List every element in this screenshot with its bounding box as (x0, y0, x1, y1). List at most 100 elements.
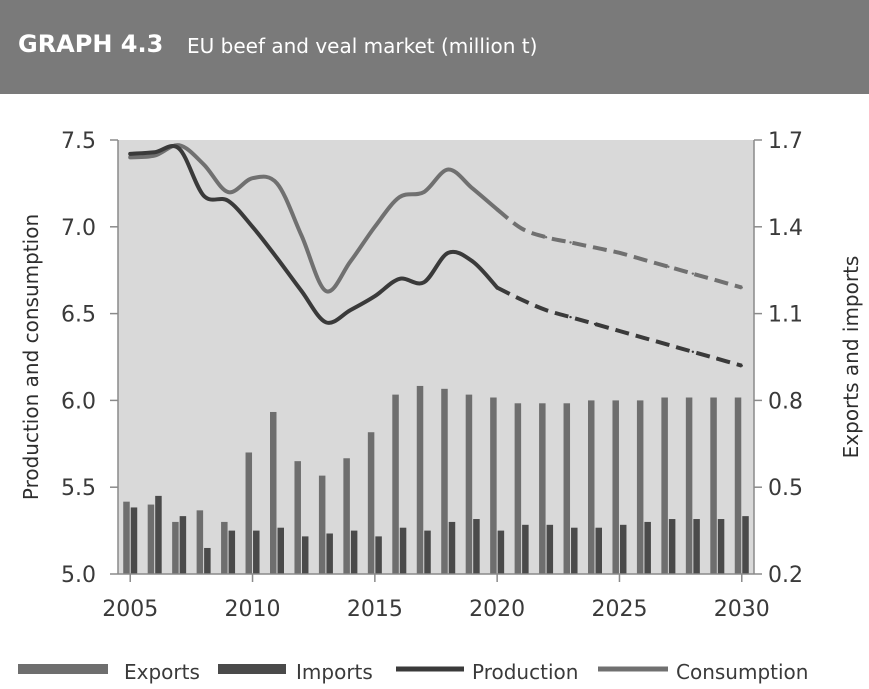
point-production-2012 (300, 289, 303, 293)
bar-imports-2023 (571, 527, 578, 574)
x-tick-label-2030: 2030 (714, 597, 770, 622)
bar-imports-2029 (717, 519, 725, 574)
bar-exports-2028 (685, 397, 693, 574)
point-production-2009 (226, 199, 230, 202)
point-consumption-2011 (275, 182, 279, 185)
bar-imports-2008 (204, 547, 211, 574)
y-right-tick-label-0.8: 0.8 (768, 389, 803, 414)
x-tick-label-2020: 2020 (469, 597, 525, 622)
bar-exports-2007 (172, 521, 179, 574)
bar-imports-2017 (424, 530, 431, 574)
legend-swatch-imports (218, 664, 286, 674)
point-production-2014 (349, 308, 352, 312)
bar-exports-2026 (636, 400, 644, 574)
legend-label-exports: Exports (124, 660, 200, 684)
line-consumption-historical (128, 143, 500, 294)
point-consumption-2028 (691, 272, 695, 275)
point-consumption-2018 (447, 168, 450, 171)
point-production-2028 (691, 350, 695, 353)
bar-exports-2013 (318, 475, 326, 574)
legend-swatch-exports (18, 664, 108, 674)
y-left-tick-label-7.5: 7.5 (61, 129, 96, 154)
point-consumption-2019 (471, 187, 474, 190)
bar-exports-2011 (270, 411, 277, 574)
y-left-axis-label: Production and consumption (19, 214, 43, 500)
point-consumption-2005 (129, 156, 132, 159)
bar-exports-2022 (539, 403, 546, 574)
point-production-2025 (618, 329, 621, 333)
point-consumption-2021 (520, 227, 523, 230)
point-consumption-2013 (324, 289, 328, 293)
point-consumption-2009 (226, 190, 230, 194)
y-right-tick-label-1.4: 1.4 (768, 216, 803, 241)
bar-exports-2021 (514, 403, 522, 574)
point-production-2013 (324, 321, 328, 324)
legend-label-production: Production (472, 660, 578, 684)
bar-exports-2010 (245, 452, 253, 574)
y-right-axis-label: Exports and imports (839, 256, 863, 459)
y-left-tick-label-6.0: 6.0 (61, 389, 96, 414)
point-production-2006 (153, 150, 156, 154)
bars-layer (123, 385, 749, 574)
bar-imports-2022 (546, 524, 554, 574)
bar-imports-2010 (253, 530, 260, 574)
x-tick-label-2015: 2015 (347, 597, 403, 622)
bar-imports-2021 (522, 524, 529, 574)
point-consumption-2016 (398, 196, 401, 199)
bar-imports-2018 (448, 521, 456, 574)
point-consumption-2017 (422, 190, 425, 194)
point-consumption-2023 (569, 241, 572, 244)
bar-imports-2030 (742, 516, 749, 574)
point-production-2020 (495, 286, 499, 289)
bar-exports-2017 (416, 385, 424, 574)
y-right-tick-label-1.7: 1.7 (768, 129, 803, 154)
point-production-2024 (593, 322, 597, 326)
bar-imports-2026 (644, 521, 651, 574)
bar-imports-2014 (350, 530, 358, 574)
bar-imports-2024 (595, 527, 602, 574)
bar-imports-2005 (130, 507, 138, 574)
bar-imports-2028 (693, 519, 700, 574)
lines-layer (128, 143, 743, 368)
graph-header: GRAPH 4.3 EU beef and veal market (milli… (0, 0, 869, 94)
bar-imports-2020 (497, 530, 505, 574)
bar-imports-2015 (375, 536, 382, 574)
bar-exports-2023 (563, 403, 571, 574)
point-production-2018 (447, 251, 450, 255)
y-left-tick-label-6.5: 6.5 (61, 303, 96, 328)
bar-exports-2024 (588, 400, 595, 574)
point-production-2005 (129, 152, 132, 156)
bar-exports-2029 (710, 397, 717, 574)
bar-imports-2007 (179, 516, 187, 574)
y-right-tick-label-0.2: 0.2 (768, 563, 803, 588)
point-consumption-2024 (593, 246, 597, 249)
point-consumption-2014 (349, 260, 352, 263)
point-consumption-2022 (544, 236, 548, 239)
point-consumption-2010 (251, 176, 254, 180)
line-production-historical (128, 144, 500, 325)
point-production-2010 (251, 225, 254, 228)
x-tick-label-2005: 2005 (102, 597, 158, 622)
x-tick-label-2025: 2025 (591, 597, 647, 622)
point-production-2023 (569, 315, 572, 319)
legend: Exports Imports Production Consumption (18, 660, 808, 684)
point-production-2016 (398, 277, 401, 281)
y-right-tick-label-0.5: 0.5 (768, 476, 803, 501)
bar-exports-2030 (734, 397, 742, 574)
bar-exports-2008 (196, 510, 204, 574)
point-production-2017 (422, 281, 425, 284)
point-consumption-2020 (495, 208, 499, 211)
bar-imports-2025 (619, 524, 627, 574)
point-production-2007 (177, 147, 181, 150)
bar-imports-2013 (326, 533, 333, 574)
point-production-2015 (373, 295, 377, 298)
y-left-tick-label-5.5: 5.5 (61, 476, 96, 501)
bar-exports-2006 (147, 504, 155, 574)
point-consumption-2026 (642, 258, 646, 261)
bar-exports-2027 (661, 397, 668, 574)
bar-imports-2011 (277, 527, 284, 574)
bar-exports-2009 (221, 521, 228, 574)
bar-exports-2020 (490, 397, 497, 574)
point-consumption-2027 (667, 265, 670, 268)
